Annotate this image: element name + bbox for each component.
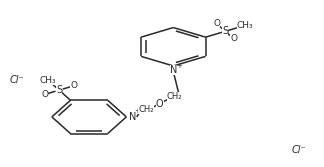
Text: +: + [176,63,182,69]
Text: S: S [56,85,62,95]
Text: O: O [156,99,164,109]
Text: +: + [134,108,140,114]
Text: Cl⁻: Cl⁻ [10,75,24,85]
Text: CH₂: CH₂ [138,105,154,114]
Text: Cl⁻: Cl⁻ [292,145,306,155]
Text: O: O [230,34,237,43]
Text: O: O [41,90,48,99]
Text: S: S [222,26,228,36]
Text: O: O [70,81,77,90]
Text: N: N [129,112,136,122]
Text: CH₃: CH₃ [237,21,253,30]
Text: O: O [213,19,220,28]
Text: N: N [170,65,177,75]
Text: CH₃: CH₃ [40,75,56,85]
Text: CH₂: CH₂ [167,92,182,101]
